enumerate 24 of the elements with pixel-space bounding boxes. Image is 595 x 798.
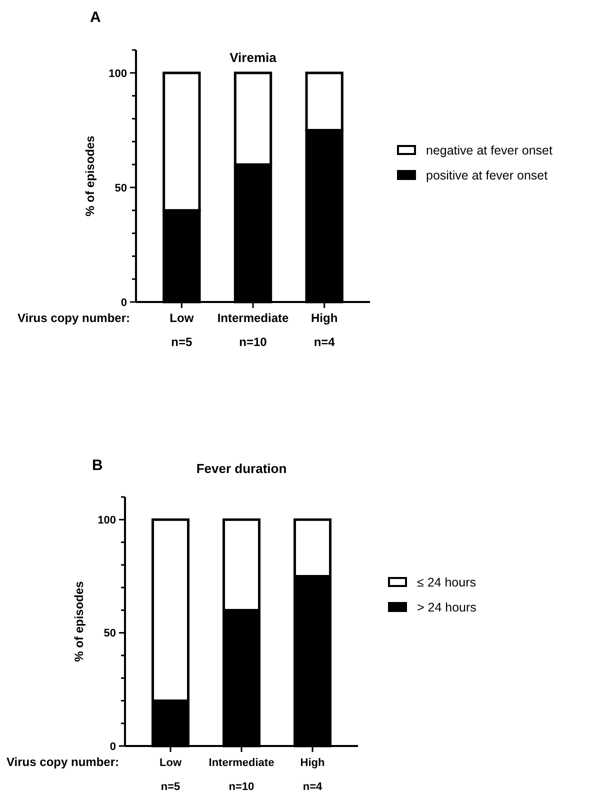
- x-tick-label: Low n=5: [170, 311, 194, 349]
- legend-label: positive at fever onset: [426, 168, 548, 182]
- x-tick-label: Intermediate n=10: [217, 311, 289, 349]
- x-tick-label: High n=4: [310, 311, 338, 349]
- x-tick-label: Low n=5: [160, 757, 182, 793]
- legend-label: ≤ 24 hours: [417, 575, 476, 590]
- y-tick-label: 0: [110, 740, 116, 753]
- x-axis-title: Virus copy number:: [6, 755, 119, 769]
- chart-title: Viremia: [230, 50, 278, 65]
- y-axis-title: % of episodes: [83, 135, 97, 216]
- x-tick-label: Intermediate n=10: [208, 757, 274, 793]
- legend-label: > 24 hours: [417, 600, 476, 614]
- y-tick-label: 50: [104, 628, 116, 640]
- y-tick-label: 100: [108, 68, 127, 80]
- x-tick-label: High n=4: [300, 757, 325, 793]
- y-tick-label: 0: [120, 296, 127, 309]
- text: A: [90, 9, 101, 26]
- legend-label: negative at fever onset: [426, 143, 553, 158]
- x-axis-title: Virus copy number:: [18, 311, 130, 325]
- text: B: [92, 457, 103, 474]
- y-tick-label: 50: [114, 182, 127, 194]
- y-axis-title: % of episodes: [72, 580, 86, 662]
- y-tick-label: 100: [98, 514, 116, 526]
- chart-title: Fever duration: [196, 461, 287, 476]
